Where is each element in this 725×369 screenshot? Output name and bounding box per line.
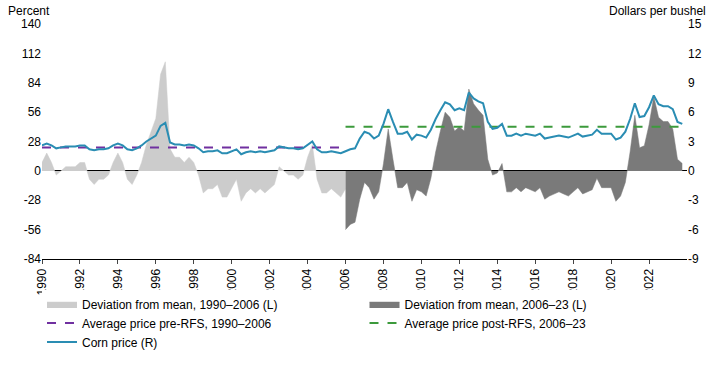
- svg-text:-56: -56: [24, 223, 42, 237]
- svg-text:28: 28: [28, 135, 42, 149]
- svg-text:Corn price (R): Corn price (R): [82, 336, 157, 350]
- svg-text:84: 84: [28, 76, 42, 90]
- svg-text:Average price pre-RFS, 1990–20: Average price pre-RFS, 1990–2006: [82, 317, 272, 331]
- svg-text:2006: 2006: [338, 268, 353, 296]
- svg-text:56: 56: [28, 105, 42, 119]
- svg-text:-84: -84: [24, 252, 42, 266]
- svg-text:2022: 2022: [642, 268, 656, 296]
- svg-text:140: 140: [21, 17, 41, 31]
- svg-text:Deviation from mean, 2006–23 (: Deviation from mean, 2006–23 (L): [405, 298, 587, 312]
- svg-text:1990: 1990: [34, 268, 49, 296]
- svg-text:0: 0: [34, 164, 41, 178]
- svg-text:2016: 2016: [528, 268, 543, 296]
- svg-text:-3: -3: [688, 193, 699, 207]
- svg-text:Dollars per bushel: Dollars per bushel: [609, 4, 706, 18]
- svg-text:-9: -9: [688, 252, 699, 266]
- svg-text:2000: 2000: [224, 268, 239, 296]
- svg-text:Average price post-RFS, 2006–2: Average price post-RFS, 2006–23: [405, 317, 587, 331]
- svg-text:1998: 1998: [186, 268, 201, 296]
- svg-text:3: 3: [688, 135, 695, 149]
- svg-text:0: 0: [688, 164, 695, 178]
- svg-text:2018: 2018: [566, 268, 581, 296]
- svg-text:9: 9: [688, 76, 695, 90]
- svg-text:Deviation from mean, 1990–2006: Deviation from mean, 1990–2006 (L): [82, 298, 277, 312]
- svg-text:-28: -28: [24, 193, 42, 207]
- svg-text:2014: 2014: [490, 268, 505, 296]
- svg-text:2002: 2002: [262, 268, 277, 296]
- svg-text:2004: 2004: [300, 268, 315, 296]
- svg-text:15: 15: [688, 17, 702, 31]
- svg-text:2010: 2010: [414, 268, 429, 296]
- svg-text:1992: 1992: [72, 268, 87, 296]
- svg-text:2012: 2012: [452, 268, 467, 296]
- svg-text:6: 6: [688, 105, 695, 119]
- svg-text:2020: 2020: [604, 268, 618, 296]
- svg-text:1994: 1994: [110, 268, 125, 296]
- svg-text:12: 12: [688, 47, 702, 61]
- svg-text:1996: 1996: [148, 268, 163, 296]
- svg-text:2008: 2008: [376, 268, 391, 296]
- svg-text:-6: -6: [688, 223, 699, 237]
- svg-text:112: 112: [22, 47, 41, 61]
- svg-text:Percent: Percent: [8, 4, 50, 18]
